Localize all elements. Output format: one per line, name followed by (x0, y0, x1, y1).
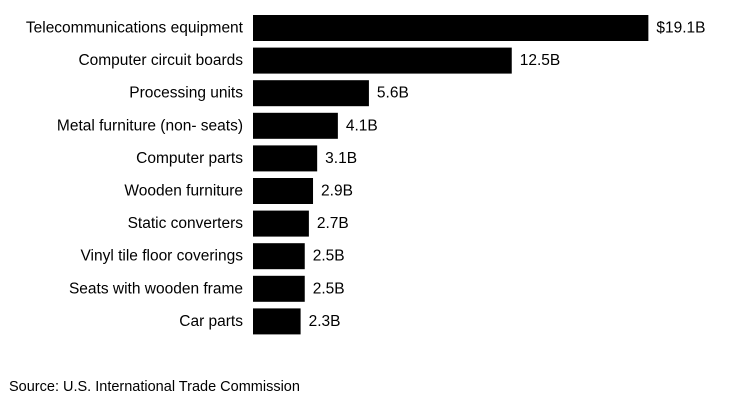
bar (253, 243, 305, 270)
bar (253, 47, 512, 74)
bar (253, 308, 301, 335)
bar (253, 112, 338, 139)
category-label: Vinyl tile floor coverings (80, 248, 243, 265)
value-label: 2.7B (317, 215, 349, 232)
bar (253, 145, 318, 172)
category-label: Seats with wooden frame (69, 280, 243, 297)
value-label: 5.6B (377, 85, 409, 102)
category-label: Wooden furniture (124, 183, 243, 200)
value-label: 2.3B (309, 313, 341, 330)
bar-chart: Telecommunications equipment $19.1B Comput… (26, 15, 706, 335)
value-label: 2.9B (321, 183, 353, 200)
value-label: 2.5B (313, 280, 345, 297)
bar (253, 275, 305, 302)
category-label: Static converters (128, 215, 244, 232)
value-label: $19.1B (656, 20, 705, 37)
bar (253, 80, 369, 107)
category-label: Metal furniture (non- seats) (57, 117, 243, 134)
category-label: Car parts (179, 313, 243, 330)
category-label: Telecommunications equipment (26, 20, 244, 37)
bar (253, 178, 314, 204)
bar (253, 15, 649, 41)
value-label: 2.5B (313, 248, 345, 265)
bar (253, 210, 309, 237)
value-label: 4.1B (346, 117, 378, 134)
source-note: Source: U.S. International Trade Commiss… (9, 379, 300, 395)
value-label: 12.5B (520, 52, 561, 69)
value-label: 3.1B (325, 150, 357, 167)
category-label: Computer circuit boards (78, 52, 243, 69)
category-label: Processing units (129, 85, 243, 102)
category-label: Computer parts (136, 150, 243, 167)
